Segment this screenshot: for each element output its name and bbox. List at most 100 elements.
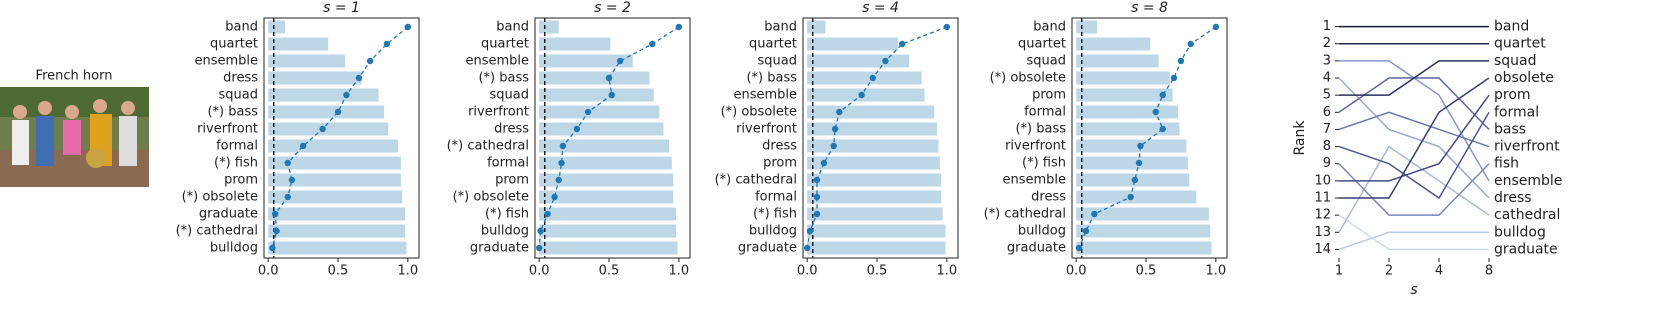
axes-frame [263,17,420,259]
x-tick-label: 1.0 [397,264,418,279]
photo-person [121,101,135,115]
dot [1170,74,1178,82]
dot [404,23,412,31]
y-tick-label: (*) cathedral [984,207,1066,222]
photo-person [38,101,52,115]
bar [539,37,611,51]
y-tick-label: (*) cathedral [176,224,258,239]
bar [268,122,389,136]
bar [807,190,942,204]
y-tick-label: graduate [470,241,529,256]
axes-frame [534,17,691,259]
dot [555,176,562,184]
series-label: squad [1494,53,1537,69]
rank-line [1338,163,1490,216]
dot [544,210,551,218]
series-label: formal [1494,104,1539,120]
photo-person [93,99,107,113]
photo-person [119,116,137,166]
dot [269,244,276,252]
dashed-line [538,26,680,249]
y-tick-label: (*) bass [746,71,797,86]
bar [268,241,407,255]
series-label: cathedral [1494,207,1560,223]
bar [268,71,362,85]
dot [1127,193,1134,201]
bar [268,207,406,221]
x-tick-label: 0.0 [529,264,550,279]
bar [1076,71,1170,85]
series-label: graduate [1494,241,1558,257]
y-tick-label: formal [487,156,529,171]
rank-line [1338,145,1490,233]
bar [807,139,939,153]
y-tick-label: (*) obsolete [990,71,1066,86]
x-tick-label: 0.5 [599,264,620,279]
dot [273,227,280,235]
dot [813,193,821,201]
bar [1076,207,1209,221]
dot [649,40,656,48]
x-tick-label: 1.0 [1205,264,1226,279]
dot [1091,210,1098,218]
bar [1076,20,1098,34]
dot [284,193,291,201]
bar [268,173,401,187]
y-tick-label: dress [762,139,797,154]
dot [573,125,581,133]
x-tick-label: 1.0 [668,264,689,279]
x-tick-label: 4 [1435,264,1443,279]
bar [807,54,910,68]
bar [807,20,826,34]
x-tick-label: 8 [1485,264,1493,279]
y-tick-label: 4 [1323,71,1331,86]
y-tick-label: bulldog [1018,224,1066,239]
y-tick-label: formal [755,190,797,205]
bar [807,105,935,119]
y-tick-label: graduate [199,207,258,222]
dot [831,125,839,133]
y-tick-label: graduate [738,241,797,256]
y-tick-label: dress [494,122,529,137]
y-tick-label: (*) bass [1015,122,1066,137]
bar [268,224,406,238]
dot [551,193,558,201]
dot [806,227,814,235]
y-tick-label: (*) cathedral [715,173,797,188]
rank-line [1339,94,1490,182]
bar [807,156,940,170]
y-tick-label: squad [490,88,529,103]
y-tick-label: (*) fish [1022,156,1066,171]
bar [1076,88,1173,102]
image-label: French horn [36,69,113,84]
y-tick-label: squad [758,54,797,69]
dot [830,142,837,150]
dot [343,91,350,99]
bar [1076,241,1212,255]
bar [1076,139,1187,153]
bar [539,224,677,238]
y-tick-label: 11 [1314,191,1331,206]
y-tick-label: 8 [1323,139,1331,154]
x-tick-label: 0.5 [867,264,888,279]
dot [271,210,279,218]
dot [675,23,683,31]
x-tick-label: 0.0 [258,264,279,279]
bar [268,37,329,51]
y-tick-label: riverfront [468,105,529,120]
bar [539,54,633,68]
dot [820,159,828,167]
dot [537,227,544,235]
y-tick-label: (*) fish [214,156,258,171]
x-tick-label: 0.0 [1066,264,1087,279]
dot [836,108,843,116]
dot [284,159,291,167]
dot [803,244,811,252]
y-tick-label: 2 [1323,36,1331,51]
chart-title: s = 8 [1131,0,1168,16]
dashed-line [1078,26,1217,249]
y-tick-label: band [496,20,529,35]
bar [807,122,938,136]
y-tick-label: riverfront [197,122,258,137]
dot [898,40,906,48]
